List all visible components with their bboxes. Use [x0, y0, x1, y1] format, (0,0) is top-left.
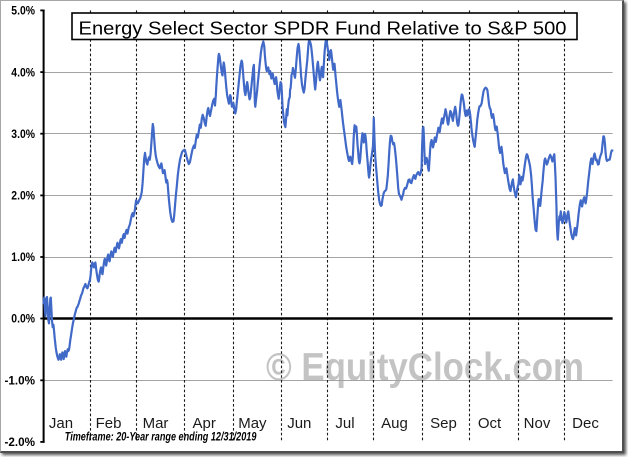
svg-text:-1.0%: -1.0%	[5, 374, 36, 388]
svg-text:4.0%: 4.0%	[11, 65, 35, 79]
svg-text:Feb: Feb	[96, 415, 122, 432]
svg-text:-2.0%: -2.0%	[5, 435, 36, 449]
svg-text:Jan: Jan	[49, 415, 73, 432]
svg-text:Apr: Apr	[193, 415, 216, 432]
svg-text:Nov: Nov	[524, 415, 551, 432]
svg-text:3.0%: 3.0%	[11, 127, 35, 141]
svg-text:Jul: Jul	[335, 415, 354, 432]
svg-text:2.0%: 2.0%	[11, 189, 35, 203]
svg-text:5.0%: 5.0%	[11, 4, 35, 18]
svg-text:Dec: Dec	[572, 415, 599, 432]
svg-text:Aug: Aug	[381, 415, 408, 432]
svg-text:Energy Select Sector SPDR Fund: Energy Select Sector SPDR Fund Relative …	[79, 18, 567, 39]
svg-text:1.0%: 1.0%	[11, 250, 35, 264]
svg-text:May: May	[238, 415, 267, 432]
svg-text:Jun: Jun	[287, 415, 311, 432]
svg-text:0.0%: 0.0%	[11, 312, 35, 326]
svg-text:© EquityClock.com: © EquityClock.com	[266, 346, 584, 389]
svg-text:Timeframe: 20-Year range endin: Timeframe: 20-Year range ending 12/31/20…	[65, 430, 257, 444]
svg-text:Sep: Sep	[430, 415, 457, 432]
svg-text:Oct: Oct	[478, 415, 502, 432]
svg-text:Mar: Mar	[143, 415, 169, 432]
